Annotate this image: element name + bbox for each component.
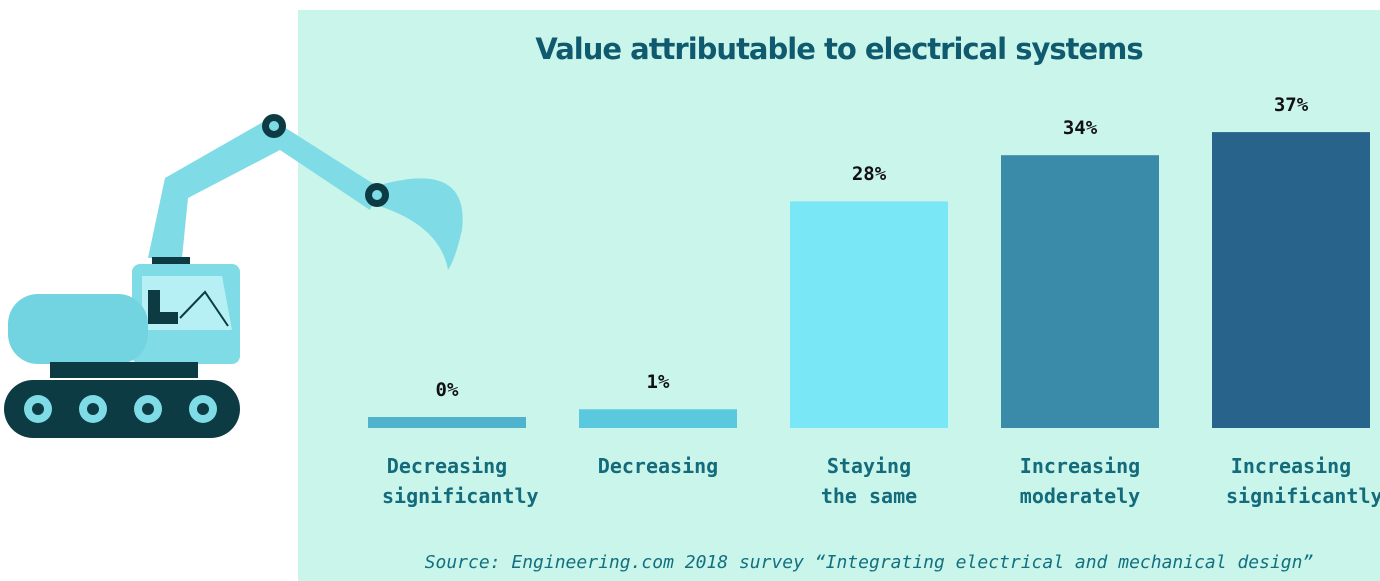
bar xyxy=(368,417,526,428)
bar xyxy=(579,409,737,428)
x-tick-label: Staying the same xyxy=(820,454,918,508)
source-note: Source: Engineering.com 2018 survey “Int… xyxy=(424,552,1314,573)
x-tick-label: Decreasing xyxy=(597,454,719,478)
value-label: 1% xyxy=(646,371,670,394)
value-label: 0% xyxy=(435,379,459,401)
bar xyxy=(790,201,948,428)
excavator-illustration xyxy=(4,114,463,438)
bar xyxy=(1212,132,1370,428)
x-tick-label: Decreasing significantly xyxy=(382,454,539,508)
x-tick-label: Increasing moderately xyxy=(1019,454,1141,508)
value-label: 34% xyxy=(1062,117,1098,140)
bar xyxy=(1001,155,1159,428)
x-tick-label: Increasing significantly xyxy=(1226,454,1380,508)
value-label: 37% xyxy=(1273,94,1309,117)
value-label: 28% xyxy=(851,163,887,186)
chart-title: Value attributable to electrical systems xyxy=(535,32,1143,66)
